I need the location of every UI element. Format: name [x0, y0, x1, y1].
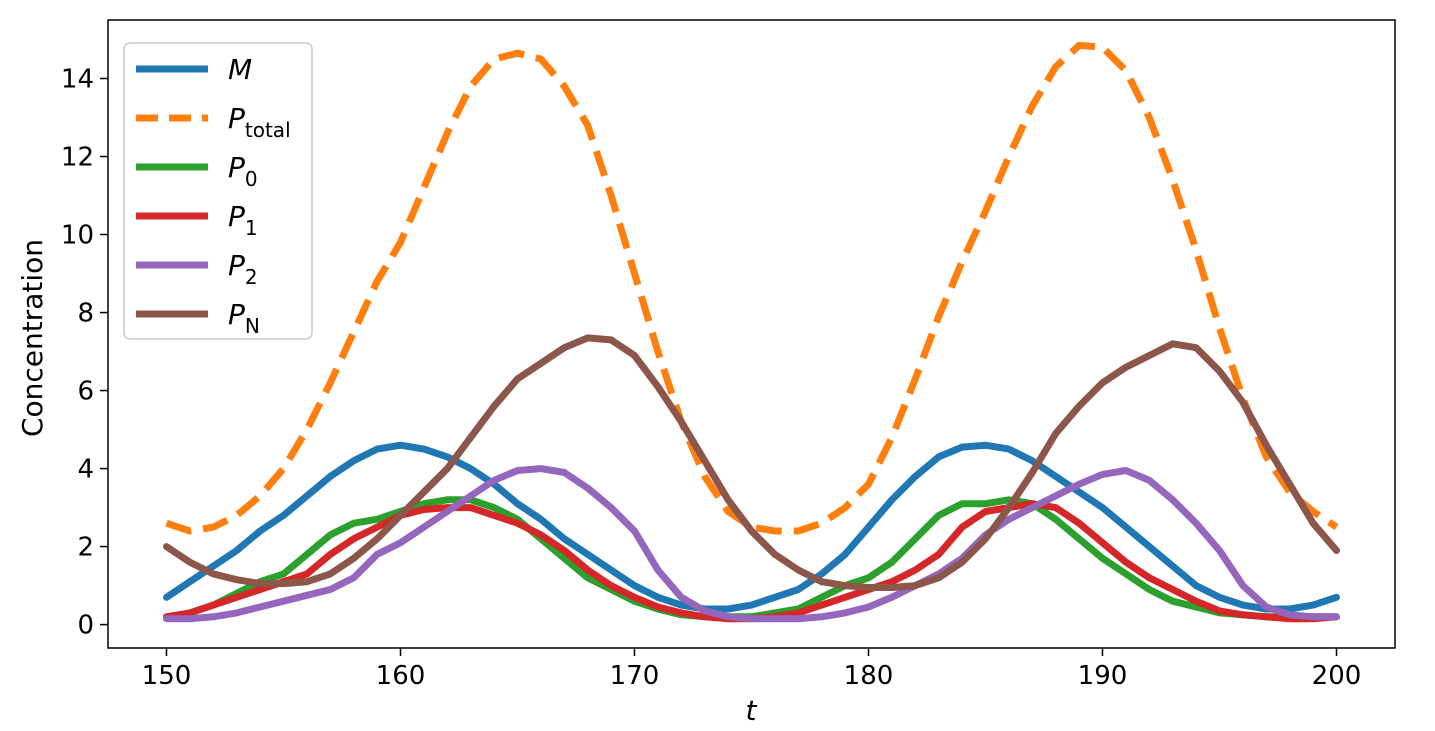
- plot-frame: [107, 19, 1396, 649]
- series-line-p-n: [163, 334, 1340, 591]
- legend-frame: [123, 42, 313, 340]
- series-line-p-2: [163, 465, 1340, 623]
- y-tick-label: 4: [77, 455, 94, 485]
- y-tick-label: 8: [77, 299, 94, 329]
- series-line-m: [163, 441, 1340, 613]
- y-tick-label: 14: [61, 65, 94, 95]
- series-layer: [163, 41, 1340, 623]
- legend-label-m: M: [228, 53, 252, 86]
- x-tick-label: 170: [610, 661, 660, 691]
- x-tick-label: 160: [376, 661, 426, 691]
- x-tick-label: 200: [1312, 661, 1362, 691]
- y-tick-label: 12: [61, 143, 94, 173]
- x-tick-label: 190: [1078, 661, 1128, 691]
- x-tick-label: 180: [844, 661, 894, 691]
- x-axis: 150 160 170 180 190 200: [142, 648, 1362, 691]
- series-line-p-total: [165, 41, 1339, 535]
- x-axis-label: t: [746, 694, 758, 727]
- y-tick-label: 6: [77, 377, 94, 407]
- y-tick-label: 10: [61, 221, 94, 251]
- y-tick-label: 2: [77, 533, 94, 563]
- x-tick-label: 150: [142, 661, 192, 691]
- y-axis: 0 2 4 6 8 10 12 14: [61, 65, 108, 641]
- y-tick-label: 0: [77, 611, 94, 641]
- y-axis-label: Concentration: [16, 239, 49, 437]
